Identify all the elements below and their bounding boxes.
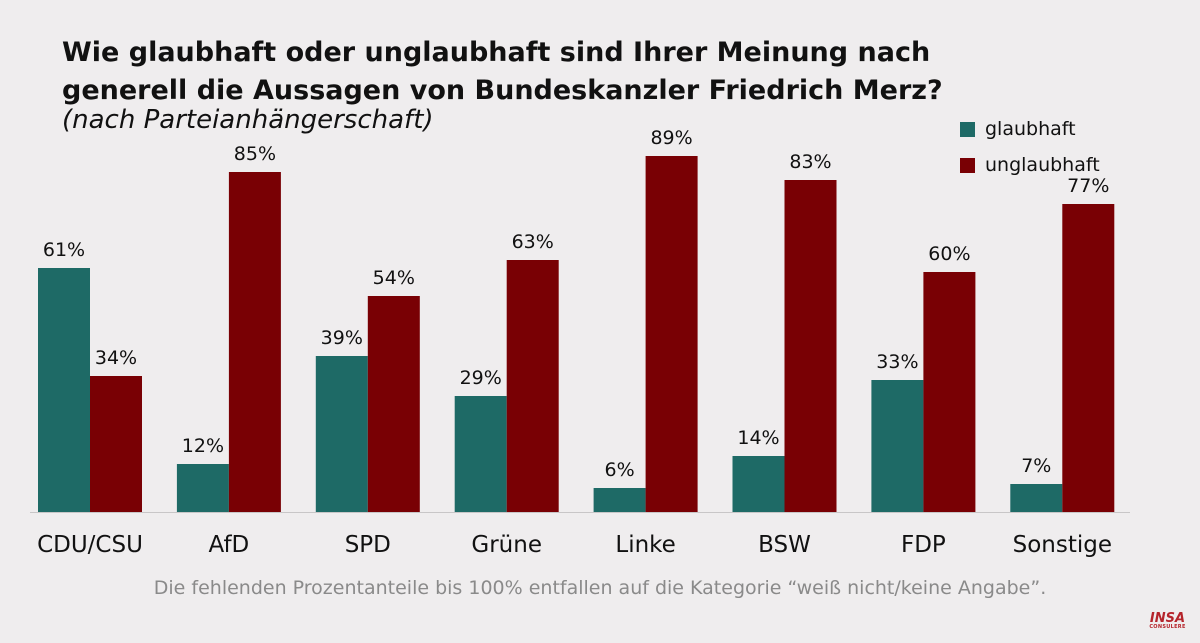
category-label-2: SPD <box>345 532 391 558</box>
bar-glaubhaft-6 <box>871 380 924 512</box>
bar-glaubhaft-4 <box>593 488 646 512</box>
data-label-unglaubhaft-6: 60% <box>928 243 970 265</box>
legend-label-unglaubhaft: unglaubhaft <box>985 154 1100 176</box>
data-label-unglaubhaft-3: 63% <box>512 231 554 253</box>
legend-label-glaubhaft: glaubhaft <box>985 118 1076 140</box>
bar-unglaubhaft-2 <box>367 296 420 512</box>
bar-glaubhaft-7 <box>1010 484 1063 512</box>
category-label-1: AfD <box>209 532 250 558</box>
legend-item-glaubhaft: glaubhaft <box>960 114 1100 144</box>
chart-subtitle: (nach Parteianhängerschaft) <box>62 105 434 135</box>
data-label-glaubhaft-3: 29% <box>460 367 502 389</box>
legend: glaubhaft unglaubhaft <box>960 114 1100 186</box>
bar-unglaubhaft-6 <box>923 272 976 512</box>
insa-logo: INSA CONSULERE <box>1145 612 1190 630</box>
category-label-0: CDU/CSU <box>37 532 143 558</box>
logo-line2: CONSULERE <box>1149 624 1186 630</box>
category-label-5: BSW <box>758 532 811 558</box>
legend-swatch-glaubhaft <box>960 121 975 137</box>
bar-glaubhaft-2 <box>315 356 368 512</box>
bar-unglaubhaft-7 <box>1062 204 1115 512</box>
bar-unglaubhaft-3 <box>506 260 559 512</box>
data-label-unglaubhaft-1: 85% <box>234 143 276 165</box>
data-label-glaubhaft-2: 39% <box>321 327 363 349</box>
logo-line1: INSA <box>1149 611 1186 626</box>
bar-glaubhaft-3 <box>454 396 507 512</box>
category-label-3: Grüne <box>471 532 542 558</box>
category-label-7: Sonstige <box>1013 532 1112 558</box>
bar-unglaubhaft-0 <box>90 376 142 512</box>
category-label-6: FDP <box>901 532 946 558</box>
bar-unglaubhaft-4 <box>645 156 698 512</box>
bar-glaubhaft-0 <box>38 268 90 512</box>
legend-swatch-unglaubhaft <box>960 157 975 173</box>
data-label-glaubhaft-0: 61% <box>43 239 85 261</box>
data-label-unglaubhaft-4: 89% <box>650 127 692 149</box>
category-label-4: Linke <box>615 532 675 558</box>
data-label-unglaubhaft-0: 34% <box>95 347 137 369</box>
bar-unglaubhaft-5 <box>784 180 837 512</box>
data-label-unglaubhaft-5: 83% <box>789 151 831 173</box>
bar-glaubhaft-5 <box>732 456 785 512</box>
data-label-glaubhaft-1: 12% <box>182 435 224 457</box>
legend-item-unglaubhaft: unglaubhaft <box>960 150 1100 180</box>
footnote: Die fehlenden Prozentanteile bis 100% en… <box>153 577 1047 599</box>
data-label-glaubhaft-7: 7% <box>1021 455 1051 477</box>
data-label-glaubhaft-4: 6% <box>605 459 635 481</box>
chart-title: Wie glaubhaft oder unglaubhaft sind Ihre… <box>62 37 943 106</box>
data-label-glaubhaft-5: 14% <box>737 427 779 449</box>
data-label-unglaubhaft-2: 54% <box>373 267 415 289</box>
data-label-unglaubhaft-7: 77% <box>1067 175 1109 197</box>
data-label-glaubhaft-6: 33% <box>876 351 918 373</box>
bar-glaubhaft-1 <box>176 464 229 512</box>
bar-unglaubhaft-1 <box>228 172 281 512</box>
